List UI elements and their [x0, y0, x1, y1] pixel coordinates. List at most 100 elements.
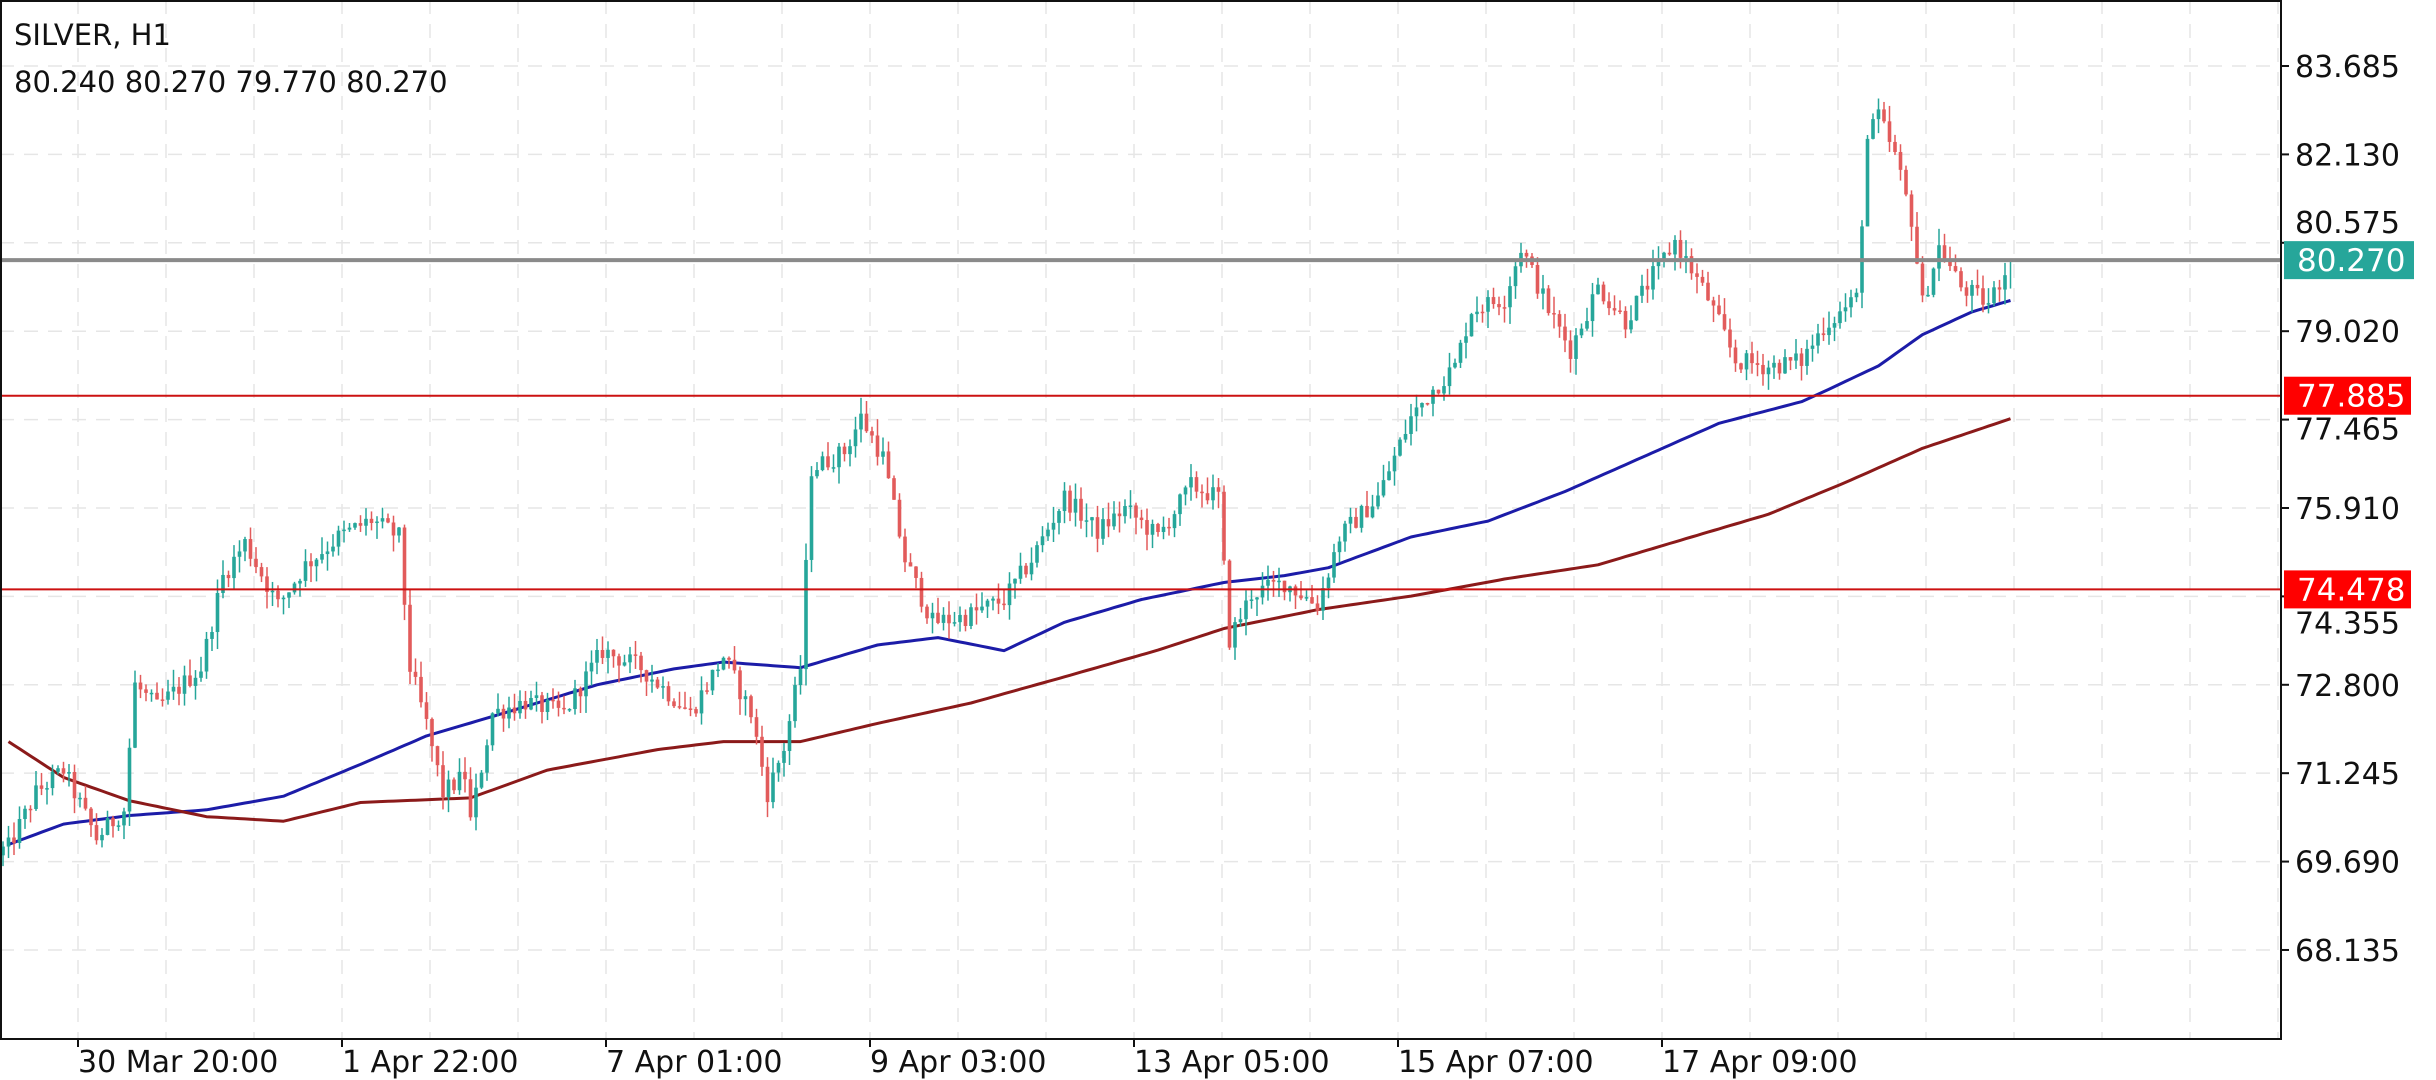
symbol-title: SILVER, H1	[14, 18, 171, 52]
candle-bullish	[1007, 583, 1012, 606]
candle-bearish	[1568, 340, 1573, 359]
candle-bearish	[1893, 141, 1897, 152]
candle-bearish	[1761, 364, 1765, 375]
candle-bearish	[1882, 109, 1886, 122]
candle-bearish	[1310, 597, 1314, 604]
x-tick-label: 17 Apr 09:00	[1662, 1045, 1858, 1080]
candle-bullish	[1332, 552, 1336, 578]
candle-bullish	[1211, 487, 1215, 501]
candle-bearish	[276, 590, 280, 600]
candle-bullish	[6, 837, 11, 847]
candle-bearish	[160, 699, 165, 701]
candle-bearish	[1959, 271, 1963, 288]
candle-bullish	[1414, 407, 1419, 417]
candle-bullish	[133, 682, 137, 748]
candle-bullish	[1629, 320, 1633, 330]
candle-bullish	[595, 650, 599, 663]
grid	[0, 0, 2281, 1039]
candle-bullish	[1464, 336, 1468, 343]
candle-bullish	[837, 446, 841, 468]
candle-bearish	[1964, 287, 1969, 296]
candle-bullish	[815, 470, 819, 477]
candle-bearish	[897, 499, 902, 537]
candle-bearish	[1436, 389, 1441, 394]
candle-bullish	[991, 598, 995, 601]
y-tick-label: 72.800	[2295, 669, 2400, 704]
candle-bearish	[1002, 603, 1006, 606]
candle-bullish	[353, 523, 357, 528]
candle-bullish	[314, 559, 319, 567]
candle-bullish	[507, 707, 511, 719]
candle-bearish	[12, 837, 16, 843]
time-axis[interactable]: 30 Mar 20:00 1 Apr 22:00 7 Apr 01:00 9 Apr …	[77, 1039, 1858, 1080]
candle-bullish	[952, 622, 957, 624]
candle-bullish	[710, 669, 715, 691]
candle-bullish	[1634, 295, 1639, 321]
candle-bearish	[386, 518, 390, 523]
candle-bearish	[28, 808, 33, 811]
candle-bearish	[1502, 307, 1507, 309]
candle-bearish	[611, 649, 616, 657]
candle-bullish	[78, 797, 82, 800]
candle-bearish	[892, 478, 896, 500]
candle-bearish	[1887, 121, 1892, 142]
candle-bullish	[1029, 562, 1034, 575]
candle-bearish	[435, 746, 440, 766]
candle-bearish	[1948, 261, 1952, 267]
candle-bullish	[281, 597, 286, 600]
candle-bearish	[578, 688, 583, 697]
candle-bullish	[1420, 403, 1424, 408]
candle-bullish	[331, 546, 335, 552]
candle-bullish	[1403, 433, 1408, 440]
candle-bullish	[17, 819, 22, 843]
candle-bullish	[1992, 287, 1996, 304]
candle-bullish	[298, 580, 302, 584]
candle-bullish	[397, 527, 401, 536]
candle-bearish	[419, 676, 423, 703]
candle-bearish	[886, 451, 891, 479]
y-tick-label: 68.135	[2295, 934, 2400, 969]
candle-bearish	[83, 797, 88, 809]
candle-bearish	[826, 456, 830, 468]
candle-bullish	[1150, 523, 1155, 535]
candle-bullish	[23, 808, 27, 820]
candle-bullish	[210, 632, 214, 639]
moving-averages	[7, 299, 2011, 846]
candle-bullish	[1326, 577, 1331, 589]
price-axis[interactable]: 83.685 82.130 80.575 79.020 77.465 75.910 74.3…	[2281, 50, 2400, 969]
candle-bearish	[655, 679, 660, 688]
candle-bearish	[1739, 363, 1743, 370]
candle-bullish	[1794, 353, 1798, 361]
candle-bearish	[760, 736, 764, 767]
candle-bullish	[1843, 307, 1848, 312]
candle-bearish	[749, 696, 753, 718]
candle-bearish	[1557, 314, 1562, 327]
candle-bullish	[793, 685, 797, 722]
candle-bearish	[551, 699, 555, 702]
candle-bullish	[1805, 348, 1809, 366]
candle-bullish	[1926, 294, 1930, 297]
candle-bullish	[1051, 522, 1056, 530]
candle-bearish	[1552, 313, 1556, 315]
plot-frame	[0, 0, 2282, 1040]
candle-bullish	[1062, 490, 1067, 512]
candle-bullish	[534, 695, 539, 698]
candle-bullish	[1832, 323, 1837, 328]
candle-bullish	[479, 772, 484, 788]
candle-bearish	[358, 523, 363, 526]
candle-bearish	[1728, 329, 1732, 348]
level-price-tag	[2284, 570, 2411, 609]
candle-bearish	[1216, 487, 1221, 492]
candle-bearish	[1695, 273, 1699, 277]
candle-bearish	[259, 567, 264, 577]
candle-bullish	[204, 638, 209, 672]
candle-bearish	[144, 689, 148, 693]
candle-bearish	[705, 690, 709, 692]
candle-bullish	[1161, 526, 1166, 533]
candle-bearish	[1997, 287, 2002, 290]
candle-bullish	[930, 612, 935, 619]
candle-bullish	[1348, 516, 1353, 524]
candle-bullish	[1073, 498, 1078, 513]
candle-bullish	[848, 446, 852, 455]
